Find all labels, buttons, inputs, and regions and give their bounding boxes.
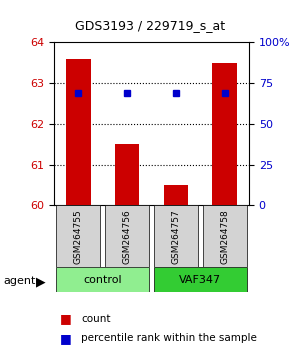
Text: percentile rank within the sample: percentile rank within the sample (81, 333, 257, 343)
Text: GSM264758: GSM264758 (220, 209, 229, 264)
Text: VAF347: VAF347 (179, 275, 221, 285)
FancyBboxPatch shape (56, 267, 149, 292)
Text: count: count (81, 314, 110, 324)
Text: agent: agent (3, 276, 35, 286)
Bar (212, 63, 237, 205)
Text: GSM264757: GSM264757 (171, 209, 180, 264)
Text: ■: ■ (60, 312, 72, 325)
Text: GDS3193 / 229719_s_at: GDS3193 / 229719_s_at (75, 19, 225, 32)
FancyBboxPatch shape (56, 205, 100, 267)
Text: ■: ■ (60, 332, 72, 344)
FancyBboxPatch shape (154, 267, 247, 292)
Text: GSM264756: GSM264756 (123, 209, 132, 264)
Bar (66, 59, 91, 205)
FancyBboxPatch shape (105, 205, 149, 267)
FancyBboxPatch shape (154, 205, 198, 267)
Text: ▶: ▶ (36, 275, 46, 288)
FancyBboxPatch shape (203, 205, 247, 267)
Bar (115, 144, 139, 205)
Text: control: control (83, 275, 122, 285)
Text: GSM264755: GSM264755 (74, 209, 83, 264)
Bar (164, 185, 188, 205)
